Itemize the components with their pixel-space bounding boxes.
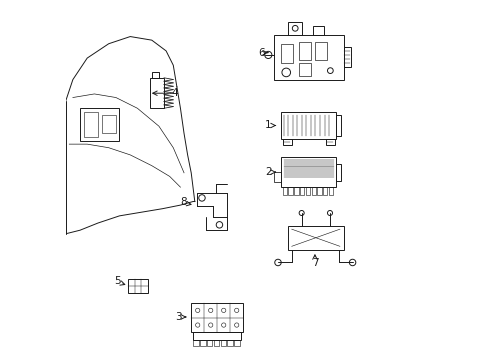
Bar bbox=[101, 116, 116, 134]
Bar bbox=[326, 139, 335, 145]
Bar bbox=[207, 339, 213, 346]
Text: 5: 5 bbox=[114, 276, 121, 286]
Bar bbox=[152, 72, 159, 78]
Bar bbox=[80, 108, 120, 140]
Bar bbox=[281, 112, 337, 139]
Bar bbox=[281, 157, 337, 187]
Text: 4: 4 bbox=[172, 88, 178, 98]
Bar bbox=[289, 187, 293, 195]
Bar bbox=[294, 187, 298, 195]
Bar bbox=[283, 139, 292, 145]
Bar bbox=[283, 187, 287, 195]
Bar bbox=[234, 339, 240, 346]
Bar bbox=[281, 44, 294, 63]
Text: 3: 3 bbox=[175, 312, 182, 322]
Bar bbox=[200, 339, 206, 346]
Bar bbox=[323, 187, 327, 195]
Bar bbox=[315, 42, 327, 60]
Bar bbox=[288, 226, 343, 250]
Bar bbox=[299, 42, 311, 60]
Bar bbox=[193, 332, 242, 340]
Text: 7: 7 bbox=[312, 258, 318, 268]
Bar bbox=[128, 279, 148, 293]
Bar bbox=[220, 339, 226, 346]
Bar bbox=[214, 339, 219, 346]
Bar bbox=[227, 339, 233, 346]
Text: 8: 8 bbox=[180, 197, 187, 207]
Bar bbox=[343, 47, 351, 67]
Text: 1: 1 bbox=[265, 121, 271, 130]
Bar bbox=[191, 303, 243, 332]
Bar bbox=[299, 63, 311, 76]
Bar bbox=[300, 187, 304, 195]
Bar bbox=[337, 163, 341, 181]
Bar bbox=[312, 187, 316, 195]
Bar bbox=[150, 78, 164, 108]
Bar bbox=[274, 172, 281, 182]
Bar bbox=[84, 112, 98, 137]
Bar bbox=[337, 115, 342, 136]
Text: 2: 2 bbox=[265, 167, 271, 177]
Bar bbox=[313, 26, 324, 35]
Text: 6: 6 bbox=[258, 48, 265, 58]
Bar bbox=[306, 187, 310, 195]
Bar bbox=[329, 187, 333, 195]
Bar bbox=[194, 339, 199, 346]
Bar bbox=[318, 187, 321, 195]
Bar bbox=[288, 22, 302, 35]
Bar bbox=[274, 35, 343, 80]
